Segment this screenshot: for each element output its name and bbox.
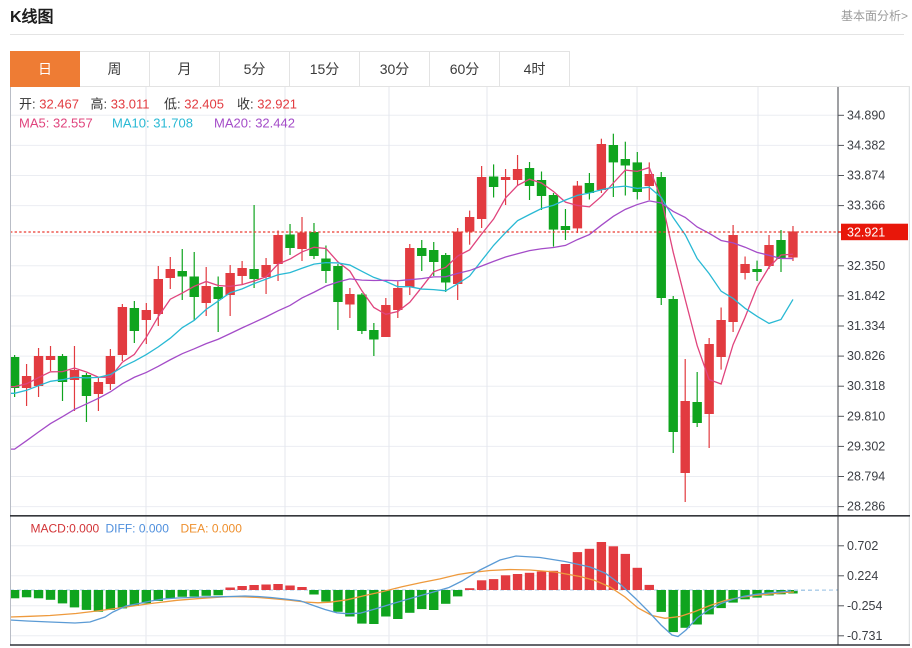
svg-text:0.702: 0.702 xyxy=(847,539,878,553)
svg-text:DIFF: 0.000: DIFF: 0.000 xyxy=(106,522,170,536)
svg-text:28.286: 28.286 xyxy=(847,500,885,514)
svg-text:32.350: 32.350 xyxy=(847,259,885,273)
svg-text:MACD:0.000: MACD:0.000 xyxy=(31,522,100,536)
svg-text:高: 33.011: 高: 33.011 xyxy=(91,97,150,112)
svg-text:MA5: 32.557: MA5: 32.557 xyxy=(19,116,93,131)
svg-text:31.842: 31.842 xyxy=(847,289,885,303)
svg-text:33.366: 33.366 xyxy=(847,199,885,213)
svg-text:28.794: 28.794 xyxy=(847,470,885,484)
svg-text:29.810: 29.810 xyxy=(847,409,885,423)
svg-text:31.334: 31.334 xyxy=(847,319,885,333)
svg-text:30.826: 30.826 xyxy=(847,349,885,363)
svg-text:32.921: 32.921 xyxy=(847,226,885,240)
svg-text:DEA: 0.000: DEA: 0.000 xyxy=(181,522,243,536)
svg-text:低: 32.405: 低: 32.405 xyxy=(164,97,224,112)
svg-text:0.224: 0.224 xyxy=(847,569,878,583)
svg-text:34.890: 34.890 xyxy=(847,108,885,122)
svg-text:MA20: 32.442: MA20: 32.442 xyxy=(214,116,295,131)
svg-text:开: 32.467: 开: 32.467 xyxy=(19,97,79,112)
svg-text:30.318: 30.318 xyxy=(847,379,885,393)
svg-text:-0.254: -0.254 xyxy=(847,599,882,613)
svg-text:33.874: 33.874 xyxy=(847,169,885,183)
svg-text:34.382: 34.382 xyxy=(847,138,885,152)
svg-text:MA10: 31.708: MA10: 31.708 xyxy=(112,116,193,131)
svg-text:收: 32.921: 收: 32.921 xyxy=(237,97,297,112)
svg-text:-0.731: -0.731 xyxy=(847,629,882,643)
svg-text:29.302: 29.302 xyxy=(847,439,885,453)
